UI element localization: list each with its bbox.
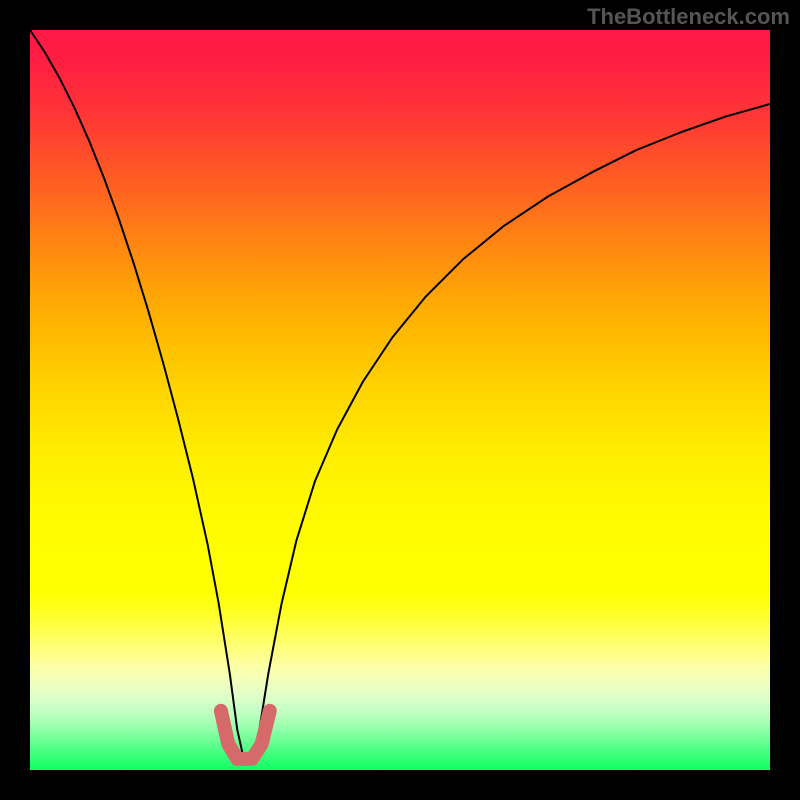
chart-container: TheBottleneck.com — [0, 0, 800, 800]
chart-svg — [30, 30, 770, 770]
plot-area — [30, 30, 770, 770]
watermark-text: TheBottleneck.com — [587, 4, 790, 30]
